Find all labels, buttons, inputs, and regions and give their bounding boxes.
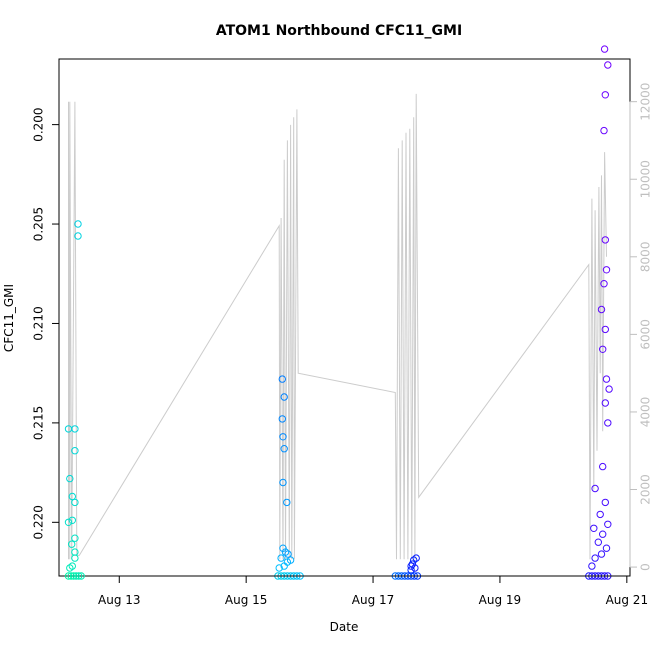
data-point xyxy=(599,530,607,538)
data-point xyxy=(600,280,608,288)
series-points xyxy=(64,45,613,580)
data-point xyxy=(602,266,611,274)
data-point xyxy=(68,540,76,548)
data-point xyxy=(66,474,74,483)
data-point xyxy=(590,524,598,532)
y-tick-label: 0.215 xyxy=(32,406,46,440)
data-point xyxy=(71,498,79,507)
y-tick-label: 0.210 xyxy=(32,306,46,340)
x-axis: Aug 13 Aug 15 Aug 17 Aug 19 Aug 21 xyxy=(98,575,649,607)
y2-tick-label: 10000 xyxy=(639,160,650,198)
data-point xyxy=(600,45,609,53)
data-point xyxy=(278,415,286,423)
y-axis-label: CFC11_GMI xyxy=(2,284,16,352)
data-point xyxy=(279,433,287,441)
x-tick-label: Aug 15 xyxy=(225,593,268,607)
data-point xyxy=(597,305,606,314)
data-point xyxy=(71,534,79,542)
data-point xyxy=(588,562,596,570)
y2-tick-label: 12000 xyxy=(639,83,650,121)
data-point xyxy=(601,325,609,334)
data-point xyxy=(280,393,288,401)
data-point xyxy=(68,492,77,501)
data-point xyxy=(279,544,287,552)
secondary-series xyxy=(68,93,607,560)
y-axis-right: 0 2000 4000 6000 8000 10000 12000 xyxy=(629,83,650,571)
x-tick-label: Aug 13 xyxy=(98,593,141,607)
data-point xyxy=(284,550,292,558)
data-point xyxy=(601,236,609,244)
y2-tick-label: 0 xyxy=(639,563,650,571)
data-point xyxy=(74,232,82,240)
y2-tick-label: 6000 xyxy=(639,319,650,350)
data-point xyxy=(597,550,606,558)
data-point xyxy=(601,498,609,507)
data-point xyxy=(68,516,77,524)
y2-tick-label: 4000 xyxy=(639,397,650,428)
data-point xyxy=(410,556,418,564)
data-point xyxy=(71,425,79,433)
secondary-series-line xyxy=(68,93,607,560)
data-point xyxy=(71,447,79,455)
data-point xyxy=(599,462,607,471)
x-axis-label: Date xyxy=(330,620,359,634)
data-point xyxy=(67,572,75,580)
x-tick-label: Aug 19 xyxy=(479,593,522,607)
data-point xyxy=(74,220,82,228)
data-point xyxy=(64,572,73,580)
data-point xyxy=(275,564,283,572)
data-point xyxy=(71,554,79,562)
plot-box xyxy=(58,58,631,577)
data-point xyxy=(69,572,78,580)
data-point xyxy=(601,399,609,407)
data-point xyxy=(77,572,85,580)
data-point xyxy=(599,345,607,353)
data-point xyxy=(408,560,417,568)
data-point xyxy=(286,556,295,564)
data-point xyxy=(600,126,608,135)
data-point xyxy=(591,554,599,562)
data-point xyxy=(277,554,285,562)
y-tick-label: 0.200 xyxy=(32,107,46,141)
data-point xyxy=(602,544,611,552)
data-point xyxy=(604,520,612,528)
data-point xyxy=(281,548,290,556)
data-point xyxy=(594,538,602,546)
data-point xyxy=(280,445,288,453)
x-tick-label: Aug 17 xyxy=(352,593,395,607)
x-tick-label: Aug 21 xyxy=(606,593,649,607)
data-point xyxy=(601,91,609,99)
data-point xyxy=(602,375,611,383)
data-point xyxy=(283,498,291,507)
y2-tick-label: 2000 xyxy=(639,474,650,505)
y-tick-label: 0.205 xyxy=(32,207,46,241)
chart-title: ATOM1 Northbound CFC11_GMI xyxy=(216,23,462,39)
data-point xyxy=(68,562,77,570)
data-point xyxy=(591,484,599,493)
data-point xyxy=(596,510,604,519)
data-point xyxy=(605,385,613,393)
data-point xyxy=(278,375,286,383)
data-point xyxy=(411,564,419,572)
data-point xyxy=(604,61,612,69)
data-point xyxy=(412,554,420,562)
data-point xyxy=(64,518,73,526)
data-point xyxy=(279,478,287,487)
data-point xyxy=(75,572,83,580)
data-point xyxy=(407,562,415,570)
data-point xyxy=(72,572,80,580)
y2-tick-label: 8000 xyxy=(639,242,650,273)
data-point xyxy=(71,548,79,556)
data-point xyxy=(604,419,612,427)
y-axis-left: 0.200 0.205 0.210 0.215 0.220 xyxy=(32,107,60,539)
y-tick-label: 0.220 xyxy=(32,505,46,539)
